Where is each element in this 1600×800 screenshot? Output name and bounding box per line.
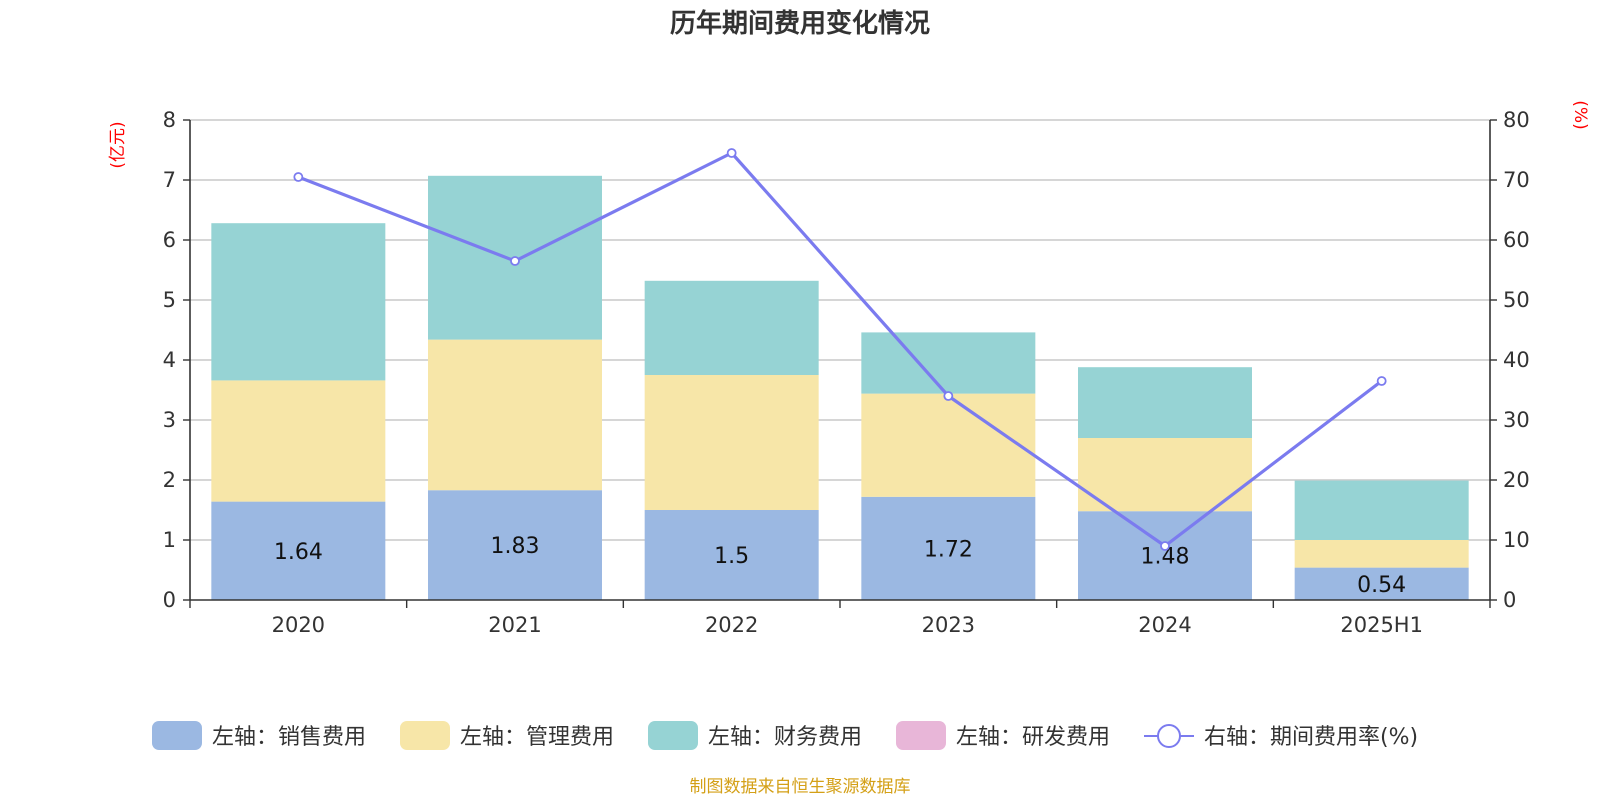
bar-value-label: 1.5 [714, 544, 749, 569]
left-axis-tick-label: 1 [163, 528, 176, 552]
bar-value-label: 1.83 [491, 534, 540, 559]
right-axis-tick-label: 80 [1503, 108, 1530, 132]
right-axis-tick-label: 30 [1503, 408, 1530, 432]
left-axis-tick-label: 0 [163, 588, 176, 612]
expense-rate-point [293, 172, 304, 182]
legend-item: 左轴：管理费用 [400, 721, 614, 750]
expense-rate-line [297, 151, 1383, 548]
bar-segment-2 [1078, 438, 1252, 512]
bar-segment-3 [644, 280, 819, 375]
bar-segment-3 [1294, 480, 1469, 540]
bar-segment-1 [211, 501, 386, 600]
bar-segment-2 [644, 375, 819, 510]
chart-title: 历年期间费用变化情况 [670, 8, 930, 39]
expense-rate-point [726, 148, 737, 158]
bar-segment-3 [211, 223, 386, 381]
bar-segment-1 [428, 490, 602, 600]
legend: 左轴：销售费用 左轴：管理费用 左轴：财务费用 左轴：研发费用 右轴：期间费用率(%) [152, 721, 1418, 750]
bar-segment-1 [1294, 567, 1469, 600]
bar-segment-3 [1078, 367, 1252, 438]
legend-item: 左轴：财务费用 [648, 721, 862, 750]
right-axis-tick-label: 50 [1503, 288, 1530, 312]
left-axis-tick-label: 6 [163, 228, 176, 252]
right-axis-tick-label: 20 [1503, 468, 1530, 492]
legend-item: 右轴：期间费用率(%) [1144, 724, 1418, 750]
expense-rate-point [943, 391, 954, 401]
bar-segment-1 [644, 510, 819, 600]
bar-segment-1 [1078, 511, 1252, 600]
legend-label: 左轴：财务费用 [708, 725, 862, 750]
line-group [293, 148, 1387, 551]
legend-label: 左轴：销售费用 [212, 725, 366, 750]
bar-value-label: 1.64 [274, 540, 323, 565]
legend-label: 左轴：管理费用 [460, 725, 614, 750]
left-axis-tick-label: 3 [163, 408, 176, 432]
left-axis-tick-label: 8 [163, 108, 176, 132]
bar-segment-2 [1294, 540, 1469, 568]
legend-label: 右轴：期间费用率(%) [1204, 725, 1418, 750]
right-axis-unit: (%) [1570, 100, 1590, 129]
legend-marker [1157, 724, 1181, 748]
legend-item: 左轴：销售费用 [152, 721, 366, 750]
bar-segment-3 [861, 332, 1036, 394]
legend-item: 左轴：研发费用 [896, 721, 1110, 750]
x-axis-tick-label: 2020 [272, 613, 325, 637]
right-axis-tick-label: 0 [1503, 588, 1516, 612]
x-axis-tick-label: 2021 [488, 613, 541, 637]
right-axis-tick-label: 60 [1503, 228, 1530, 252]
legend-swatch [400, 721, 450, 750]
x-axis-tick-label: 2025H1 [1340, 613, 1423, 637]
right-axis-tick-label: 10 [1503, 528, 1530, 552]
left-axis-tick-label: 5 [163, 288, 176, 312]
legend-swatch [648, 721, 698, 750]
bars-group: 1.64 1.83 1.5 1.72 1.480.54 [211, 175, 1469, 600]
expense-rate-point [1376, 376, 1387, 386]
expense-rate-point [510, 256, 520, 266]
bar-segment-2 [211, 380, 386, 502]
left-axis-tick-label: 7 [163, 168, 176, 192]
left-axis-tick-label: 2 [163, 468, 176, 492]
left-axis-tick-label: 4 [163, 348, 176, 372]
x-axis-tick-label: 2022 [705, 613, 758, 637]
source-note: 制图数据来自恒生聚源数据库 [690, 777, 911, 797]
left-axis-unit: (亿元) [108, 121, 128, 168]
bar-segment-2 [861, 393, 1036, 497]
bar-value-label: 1.72 [924, 537, 973, 562]
legend-swatch [896, 721, 946, 750]
legend-swatch [152, 721, 202, 750]
x-axis-tick-label: 2024 [1138, 613, 1191, 637]
grid-lines [190, 119, 1490, 541]
bar-value-label: 0.54 [1357, 573, 1406, 598]
right-axis-tick-label: 70 [1503, 168, 1530, 192]
right-axis-tick-label: 40 [1503, 348, 1530, 372]
x-axis-tick-label: 2023 [922, 613, 975, 637]
bar-segment-2 [428, 339, 602, 491]
legend-label: 左轴：研发费用 [956, 725, 1110, 750]
expense-rate-point [1160, 541, 1170, 551]
bar-segment-1 [861, 496, 1036, 600]
